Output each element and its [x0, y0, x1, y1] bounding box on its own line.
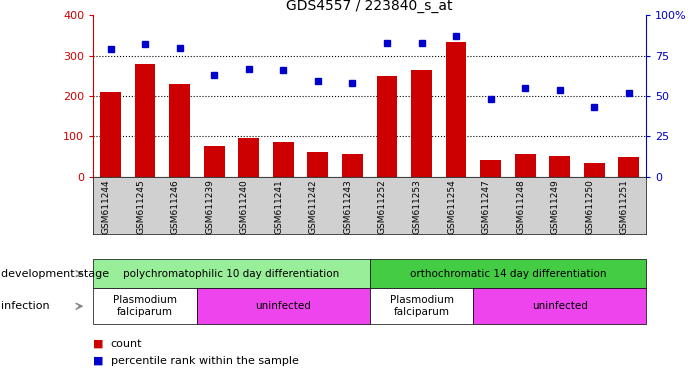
Bar — [411, 70, 432, 177]
Text: infection: infection — [1, 301, 50, 311]
Text: GSM611244: GSM611244 — [102, 180, 111, 234]
Bar — [480, 160, 501, 177]
Text: orthochromatic 14 day differentiation: orthochromatic 14 day differentiation — [410, 268, 606, 279]
Text: GSM611246: GSM611246 — [171, 180, 180, 234]
Text: GSM611247: GSM611247 — [482, 180, 491, 234]
Bar — [135, 64, 155, 177]
Bar — [584, 162, 605, 177]
Text: GSM611248: GSM611248 — [516, 180, 525, 234]
Text: percentile rank within the sample: percentile rank within the sample — [111, 356, 299, 366]
Text: ■: ■ — [93, 356, 107, 366]
Text: GSM611245: GSM611245 — [136, 180, 145, 234]
Text: GSM611240: GSM611240 — [240, 180, 249, 234]
Text: count: count — [111, 339, 142, 349]
Text: GSM611242: GSM611242 — [309, 180, 318, 234]
Bar — [307, 152, 328, 177]
Text: uninfected: uninfected — [256, 301, 311, 311]
Bar — [473, 288, 646, 324]
Text: Plasmodium
falciparum: Plasmodium falciparum — [390, 295, 453, 317]
Text: GSM611252: GSM611252 — [378, 180, 387, 234]
Bar — [93, 259, 370, 288]
Text: GSM611239: GSM611239 — [205, 180, 214, 234]
Text: GSM611251: GSM611251 — [620, 180, 629, 234]
Text: GSM611241: GSM611241 — [274, 180, 283, 234]
Bar — [238, 138, 259, 177]
Bar — [100, 92, 121, 177]
Bar — [549, 157, 570, 177]
Text: GSM611250: GSM611250 — [585, 180, 594, 234]
Text: uninfected: uninfected — [532, 301, 587, 311]
Text: Plasmodium
falciparum: Plasmodium falciparum — [113, 295, 177, 317]
Bar — [370, 288, 473, 324]
Bar — [515, 154, 536, 177]
Text: GSM611253: GSM611253 — [413, 180, 422, 234]
Bar — [169, 84, 190, 177]
Text: ■: ■ — [93, 339, 107, 349]
Text: GSM611249: GSM611249 — [551, 180, 560, 234]
Bar — [273, 142, 294, 177]
Bar — [446, 41, 466, 177]
Bar — [342, 154, 363, 177]
Bar — [197, 288, 370, 324]
Bar — [377, 76, 397, 177]
Text: development stage: development stage — [1, 268, 109, 279]
Bar — [204, 146, 225, 177]
Text: polychromatophilic 10 day differentiation: polychromatophilic 10 day differentiatio… — [124, 268, 339, 279]
Text: GSM611254: GSM611254 — [447, 180, 456, 234]
Bar — [618, 157, 639, 177]
Bar — [93, 288, 197, 324]
Bar — [370, 259, 646, 288]
Text: GSM611243: GSM611243 — [343, 180, 352, 234]
Title: GDS4557 / 223840_s_at: GDS4557 / 223840_s_at — [287, 0, 453, 13]
